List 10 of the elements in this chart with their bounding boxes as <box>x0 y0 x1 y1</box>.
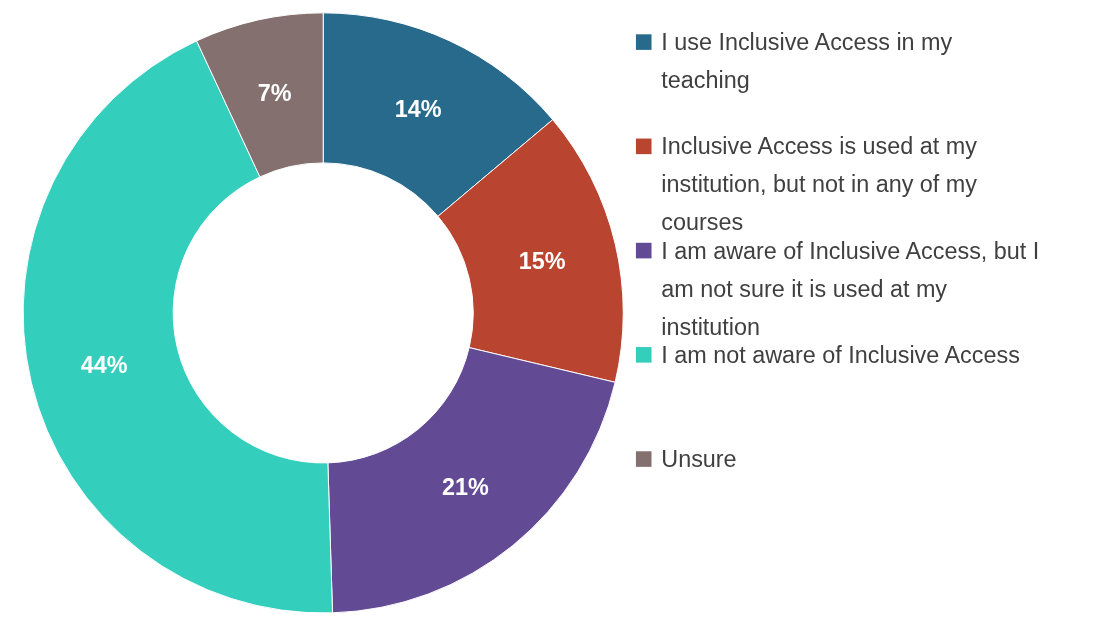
legend-label: I use Inclusive Access in my teaching <box>661 29 953 94</box>
legend-label: I am not aware of Inclusive Access <box>661 341 1020 368</box>
data-label: 15% <box>518 247 566 274</box>
legend-label: Unsure <box>661 446 737 473</box>
data-label: 7% <box>257 80 292 107</box>
data-label: 14% <box>394 95 442 122</box>
legend-label: I am aware of Inclusive Access, but I am not sure it is used at my institution <box>661 237 1040 340</box>
data-label: 44% <box>80 351 128 378</box>
legend-label: Inclusive Access is used at my institution, but not in any of my courses <box>661 133 978 236</box>
data-label: 21% <box>442 474 490 501</box>
